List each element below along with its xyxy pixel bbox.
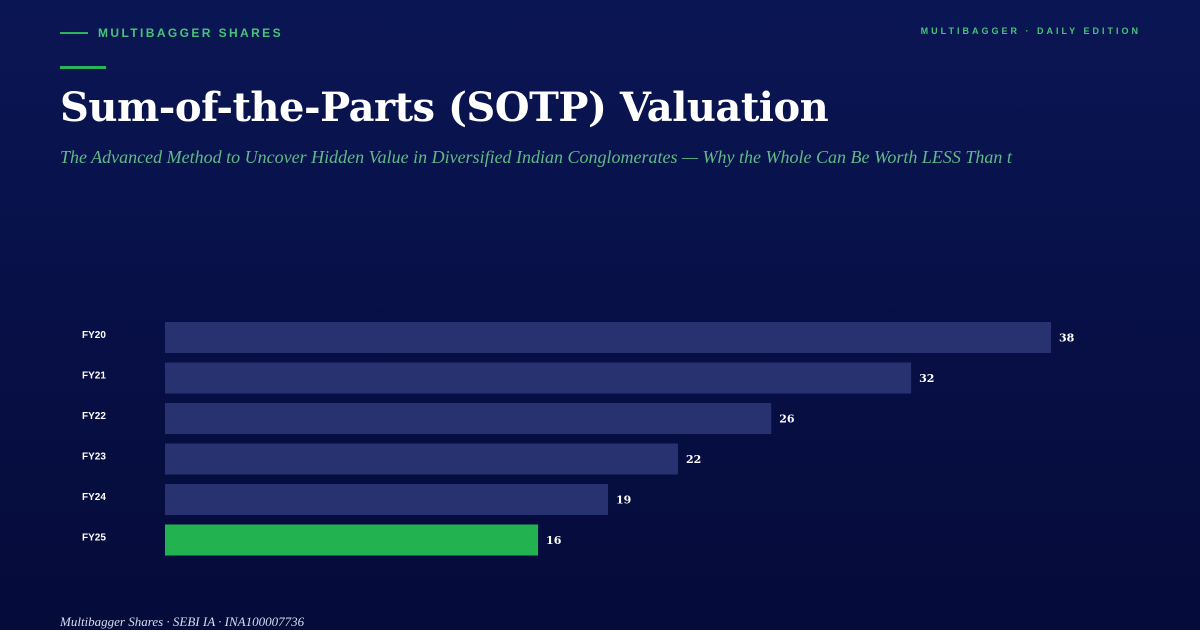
- category-label-fy23: FY23: [82, 452, 106, 463]
- category-label-fy20: FY20: [82, 330, 106, 341]
- category-label-fy22: FY22: [82, 411, 106, 422]
- page-subtitle: The Advanced Method to Uncover Hidden Va…: [60, 147, 1012, 167]
- value-label-fy23: 22: [686, 453, 701, 466]
- value-label-fy25: 16: [546, 534, 562, 547]
- footer-credit: Multibagger Shares · SEBI IA · INA100007…: [60, 614, 305, 629]
- bar-fy22: [165, 403, 772, 434]
- category-label-fy24: FY24: [82, 492, 106, 503]
- value-label-fy20: 38: [1059, 332, 1075, 345]
- brand-name: MULTIBAGGER SHARES: [98, 26, 283, 40]
- value-label-fy22: 26: [779, 413, 795, 426]
- value-label-fy24: 19: [616, 494, 631, 507]
- bar-fy21: [165, 362, 912, 394]
- category-label-fy21: FY21: [82, 371, 106, 382]
- edition-label: MULTIBAGGER · DAILY EDITION: [920, 26, 1141, 36]
- bar-fy25: [165, 524, 539, 556]
- category-label-fy25: FY25: [82, 533, 106, 544]
- bar-fy24: [165, 484, 608, 515]
- page-title: Sum-of-the-Parts (SOTP) Valuation: [60, 84, 829, 131]
- value-label-fy21: 32: [919, 372, 934, 385]
- brand: MULTIBAGGER SHARES: [60, 26, 283, 40]
- bar-fy23: [165, 443, 678, 475]
- bar-fy20: [165, 322, 1051, 353]
- title-accent-bar: [60, 66, 106, 69]
- brand-line-decoration: [60, 32, 88, 34]
